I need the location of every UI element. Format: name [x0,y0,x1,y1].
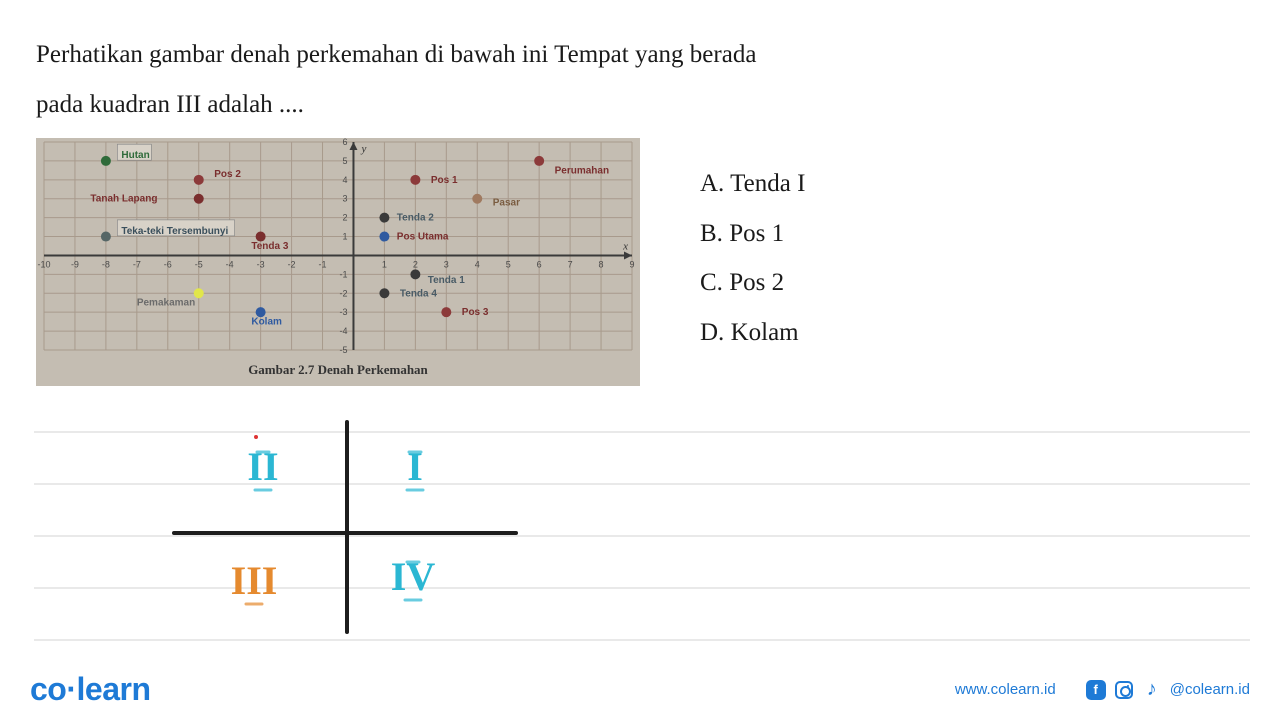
option-b: B. Pos 1 [700,210,805,258]
svg-text:II: II [247,444,278,489]
svg-text:3: 3 [342,194,347,204]
svg-text:Tenda 2: Tenda 2 [397,213,434,224]
svg-text:Pos 2: Pos 2 [214,169,241,180]
svg-text:-1: -1 [339,269,347,279]
option-d: D. Kolam [700,309,805,357]
social-links: f ♪ @colearn.id [1086,680,1250,700]
svg-text:-9: -9 [71,259,79,269]
svg-text:Kolam: Kolam [251,317,282,328]
svg-text:Tenda 4: Tenda 4 [400,288,437,299]
tiktok-icon: ♪ [1142,680,1162,700]
svg-text:-7: -7 [133,259,141,269]
svg-text:y: y [360,143,366,155]
svg-text:Tenda 1: Tenda 1 [428,275,465,286]
social-handle: @colearn.id [1170,681,1250,698]
facebook-icon: f [1086,680,1106,700]
svg-text:-3: -3 [339,307,347,317]
svg-text:Pasar: Pasar [493,198,520,209]
svg-text:5: 5 [342,156,347,166]
svg-text:-2: -2 [339,288,347,298]
svg-text:6: 6 [342,138,347,147]
option-c: C. Pos 2 [700,259,805,307]
svg-text:Gambar 2.7 Denah Perkemahan: Gambar 2.7 Denah Perkemahan [248,362,428,377]
svg-text:Tenda 3: Tenda 3 [251,241,288,252]
svg-text:4: 4 [475,259,480,269]
svg-text:x: x [622,240,628,252]
svg-text:8: 8 [599,259,604,269]
svg-text:-4: -4 [226,259,234,269]
footer: co·learn www.colearn.id f ♪ @colearn.id [0,671,1280,708]
svg-text:2: 2 [413,259,418,269]
svg-text:3: 3 [444,259,449,269]
svg-text:2: 2 [342,213,347,223]
svg-text:III: III [231,558,278,603]
svg-text:-2: -2 [288,259,296,269]
question-line-2: pada kuadran III adalah .... [36,80,1244,130]
answer-options: A. Tenda I B. Pos 1 C. Pos 2 D. Kolam [700,138,805,386]
svg-text:-10: -10 [37,259,50,269]
instagram-icon [1114,680,1134,700]
svg-text:-5: -5 [339,345,347,355]
svg-text:-8: -8 [102,259,110,269]
svg-text:IV: IV [391,554,436,599]
option-a: A. Tenda I [700,160,805,208]
svg-text:-3: -3 [257,259,265,269]
svg-text:Teka-teki Tersembunyi: Teka-teki Tersembunyi [121,226,228,237]
question-text: Perhatikan gambar denah perkemahan di ba… [36,30,1244,130]
svg-text:Hutan: Hutan [121,150,149,161]
svg-text:1: 1 [342,232,347,242]
svg-text:Tanah Lapang: Tanah Lapang [90,194,157,205]
svg-text:4: 4 [342,175,347,185]
svg-text:Pos 3: Pos 3 [462,307,489,318]
svg-text:-6: -6 [164,259,172,269]
svg-text:7: 7 [568,259,573,269]
handwritten-sketch: IIIIIIIV [0,398,1280,638]
website-url: www.colearn.id [955,681,1056,698]
svg-text:Pos 1: Pos 1 [431,175,458,186]
svg-text:6: 6 [537,259,542,269]
svg-text:9: 9 [629,259,634,269]
svg-text:1: 1 [382,259,387,269]
svg-text:-4: -4 [339,326,347,336]
svg-text:Pemakaman: Pemakaman [137,298,195,309]
svg-text:Perumahan: Perumahan [555,165,609,176]
question-line-1: Perhatikan gambar denah perkemahan di ba… [36,30,1244,80]
svg-text:5: 5 [506,259,511,269]
svg-text:Pos Utama: Pos Utama [397,232,449,243]
colearn-logo: co·learn [30,671,150,708]
svg-text:-5: -5 [195,259,203,269]
svg-text:-1: -1 [319,259,327,269]
svg-text:I: I [407,444,423,489]
campsite-graph: -10 -9 -8 -7 -6 -5 -4 -3 -2 -1 1 2 3 4 5 6 7 8 9 -5 -4 -3 -2 -1… [36,138,640,386]
